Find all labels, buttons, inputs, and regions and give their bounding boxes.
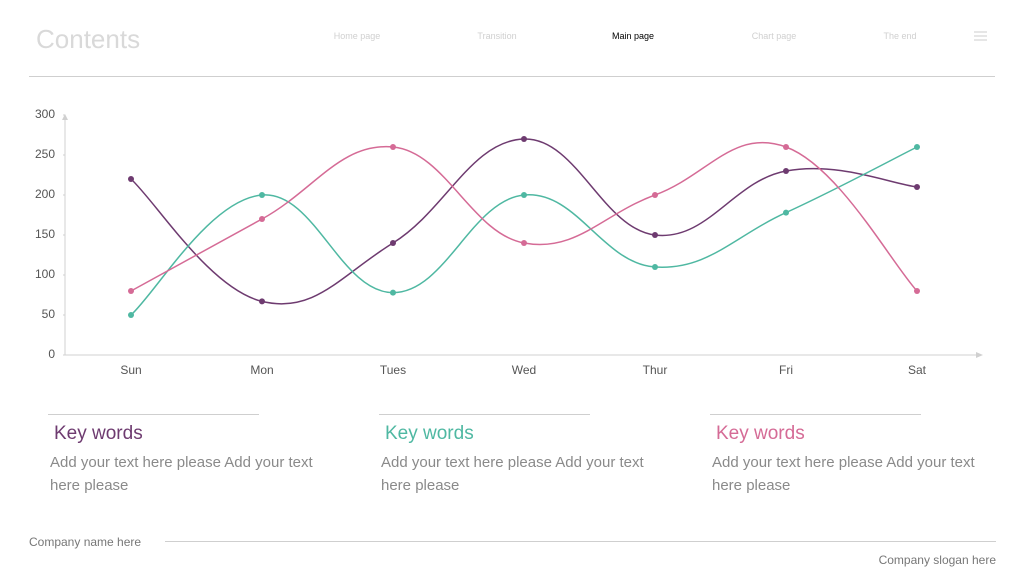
point [521, 192, 527, 198]
point [783, 209, 789, 216]
point [259, 298, 265, 305]
nav-link[interactable]: Home page [333, 31, 381, 41]
y-tick-label: 300 [35, 107, 55, 121]
x-tick-label: Thur [643, 363, 668, 377]
card-title: Key words [385, 423, 474, 444]
x-tick-label: Sun [120, 363, 141, 377]
y-tick-label: 50 [42, 307, 56, 321]
axis-arrow [976, 352, 983, 358]
point [783, 144, 789, 150]
chart: 0 50 100 150 200 250 300 Sun Mon Tues Wed Thur Fri Sa… [35, 107, 983, 377]
point [914, 144, 920, 150]
x-tick-label: Wed [512, 363, 536, 377]
point [914, 288, 920, 294]
nav-link[interactable]: Transition [477, 31, 517, 41]
card-title: Key words [54, 423, 143, 444]
nav-link[interactable]: Main page [611, 31, 655, 41]
card-rule [379, 414, 590, 415]
x-tick-label: Tues [380, 363, 406, 377]
point [521, 136, 527, 142]
company-name: Company name here [29, 535, 142, 549]
point [521, 240, 527, 246]
nav-link[interactable]: Chart page [751, 31, 797, 41]
y-tick-label: 200 [35, 187, 55, 201]
point [259, 216, 265, 222]
point [390, 289, 396, 296]
company-slogan: Company slogan here [878, 553, 996, 567]
card-rule [48, 414, 259, 415]
line [130, 138, 918, 305]
y-tick-label: 250 [35, 147, 55, 161]
y-tick-label: 150 [35, 227, 55, 241]
point [783, 168, 789, 174]
y-tick-label: 0 [48, 347, 55, 361]
footer-rule [165, 541, 996, 542]
card-rule [710, 414, 921, 415]
point [652, 232, 658, 238]
page-title: Contents [36, 24, 141, 54]
point [652, 192, 658, 198]
y-tick-label: 100 [35, 267, 55, 281]
point [914, 184, 920, 190]
nav-link[interactable]: The end [883, 31, 917, 41]
card-title: Key words [716, 423, 805, 444]
menu-icon[interactable] [974, 31, 988, 41]
x-tick-label: Sat [908, 363, 927, 377]
axis-arrow [62, 114, 68, 120]
point [652, 264, 658, 270]
point [259, 192, 265, 198]
line [130, 141, 918, 292]
header-rule [29, 76, 995, 77]
x-tick-label: Fri [779, 363, 793, 377]
point [128, 176, 134, 182]
point [128, 312, 134, 318]
card-text: Add your text here please Add your text … [712, 454, 975, 494]
line [130, 146, 918, 316]
card-text: Add your text here please Add your text … [50, 454, 313, 494]
point [390, 240, 396, 246]
x-tick-label: Mon [250, 363, 273, 377]
point [128, 288, 134, 294]
point [390, 144, 396, 150]
card-text: Add your text here please Add your text … [381, 454, 644, 494]
